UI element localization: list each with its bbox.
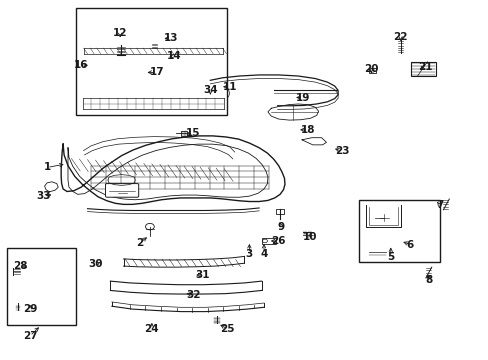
Text: 20: 20: [363, 64, 378, 74]
Bar: [358, 200, 439, 262]
Bar: [20, 282, 64, 306]
Text: 17: 17: [149, 67, 163, 77]
Text: 23: 23: [334, 146, 348, 156]
Text: 1: 1: [43, 162, 51, 172]
Text: 18: 18: [300, 125, 314, 135]
Text: 13: 13: [164, 33, 178, 43]
Text: 6: 6: [406, 239, 413, 249]
Text: 16: 16: [74, 60, 88, 70]
Text: 25: 25: [220, 324, 234, 334]
Text: 5: 5: [386, 252, 394, 262]
Text: 19: 19: [295, 93, 309, 103]
Text: 27: 27: [22, 331, 37, 341]
Bar: [151, 76, 158, 81]
Text: 14: 14: [166, 51, 181, 61]
Text: 26: 26: [271, 236, 285, 246]
Text: 15: 15: [185, 129, 200, 138]
Text: 10: 10: [303, 232, 317, 242]
Bar: [76, 8, 227, 116]
Circle shape: [167, 50, 170, 53]
Text: 11: 11: [222, 82, 237, 92]
Bar: [275, 210, 283, 214]
Text: 31: 31: [195, 270, 210, 280]
Bar: [107, 62, 111, 66]
Bar: [368, 68, 375, 73]
Text: 9: 9: [277, 222, 284, 231]
Text: 12: 12: [113, 28, 127, 38]
Bar: [261, 238, 276, 244]
Text: 32: 32: [185, 290, 200, 300]
Bar: [96, 61, 107, 67]
Bar: [181, 131, 187, 136]
Text: 22: 22: [392, 32, 407, 41]
Bar: [410, 62, 435, 76]
Text: 33: 33: [36, 191, 51, 201]
Bar: [151, 45, 157, 49]
Bar: [6, 248, 76, 325]
Text: 2: 2: [136, 238, 143, 248]
Text: 21: 21: [417, 62, 431, 72]
Text: 24: 24: [144, 324, 159, 334]
Text: 8: 8: [425, 275, 431, 285]
Text: 29: 29: [23, 304, 37, 314]
Bar: [139, 67, 145, 72]
Text: 34: 34: [203, 85, 217, 95]
FancyBboxPatch shape: [105, 184, 139, 197]
Text: 30: 30: [88, 259, 103, 269]
Text: 28: 28: [13, 261, 27, 271]
Text: 7: 7: [435, 200, 442, 210]
Text: 4: 4: [260, 248, 267, 258]
Text: 3: 3: [245, 248, 252, 258]
